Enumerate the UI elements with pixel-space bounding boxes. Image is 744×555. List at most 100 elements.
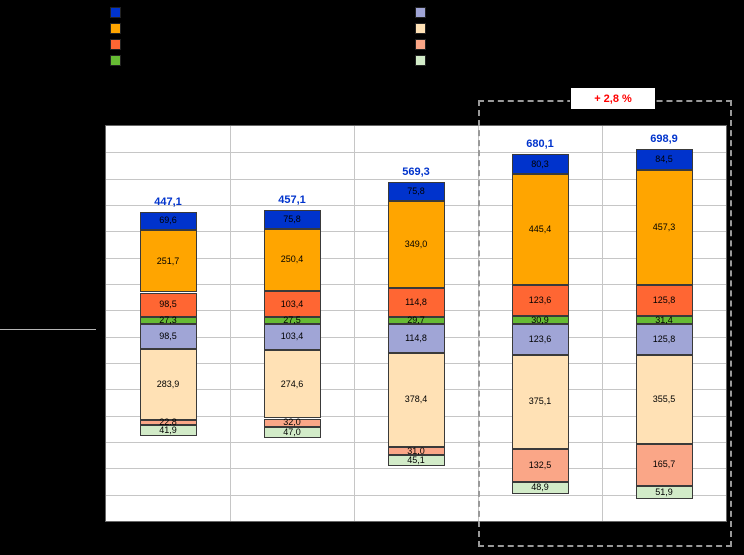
- segment-value-label: 45,1: [407, 455, 425, 466]
- segment-value-label: 103,4: [280, 331, 304, 342]
- bar-segment-pale-green: 45,1: [387, 455, 445, 467]
- segment-value-label: 41,9: [159, 425, 177, 436]
- segment-value-label: 274,6: [280, 378, 304, 389]
- bar-total-label: 698,9: [650, 133, 678, 146]
- bar-segment-green: 30,9: [511, 314, 569, 325]
- legend-swatch-blue: [110, 7, 121, 18]
- segment-value-label: 30,9: [531, 314, 549, 325]
- segment-value-label: 355,5: [652, 394, 676, 405]
- bar-segment-red-orange: 114,8: [387, 287, 445, 317]
- change-badge: + 2,8 %: [570, 87, 656, 110]
- legend-swatch-lavender: [415, 7, 426, 18]
- segment-value-label: 48,9: [531, 482, 549, 493]
- bar-segment-salmon: 132,5: [511, 448, 569, 482]
- segment-value-label: 32,0: [283, 417, 301, 427]
- segment-value-label: 251,7: [156, 255, 180, 266]
- segment-value-label: 445,4: [528, 224, 552, 235]
- segment-value-label: 123,6: [528, 333, 552, 344]
- segment-value-label: 75,8: [283, 213, 301, 224]
- segment-value-label: 250,4: [280, 254, 304, 265]
- segment-value-label: 98,5: [159, 330, 177, 341]
- legend-swatch-peach: [415, 23, 426, 34]
- segment-value-label: 27,5: [283, 315, 301, 326]
- bar-segment-salmon: 31,0: [387, 445, 445, 456]
- segment-value-label: 31,0: [407, 445, 425, 456]
- segment-value-label: 114,8: [405, 296, 427, 307]
- legend-swatch-pale-green: [415, 55, 426, 66]
- axis-tick-line: [0, 329, 96, 330]
- bar-segment-green: 29,7: [387, 314, 445, 325]
- bar-segment-green: 27,5: [263, 315, 321, 326]
- legend-swatch-orange: [110, 23, 121, 34]
- legend-swatch-red-orange: [110, 39, 121, 50]
- bar-segment-red-orange: 123,6: [511, 285, 569, 317]
- segment-value-label: 123,6: [528, 295, 552, 306]
- plot-area: 447,1 69,6 251,7 98,5 27,3 98,5 283,9 22,8 41,9 4…: [105, 125, 727, 522]
- legend-group-upper: [110, 7, 121, 66]
- bar-segment-blue: 75,8: [387, 181, 445, 201]
- bar-segment-red-orange: 98,5: [139, 292, 197, 318]
- legend-swatch-green: [110, 55, 121, 66]
- segment-value-label: 75,8: [407, 185, 425, 196]
- bar-segment-lavender: 125,8: [635, 324, 693, 356]
- bar-segment-red-orange: 125,8: [635, 284, 693, 317]
- bar-segment-orange: 251,7: [139, 229, 197, 293]
- segment-value-label: 125,8: [652, 294, 676, 305]
- gridline-vertical: [602, 126, 603, 521]
- gridline-vertical: [230, 126, 231, 521]
- segment-value-label: 29,7: [407, 314, 425, 325]
- change-badge-label: + 2,8 %: [594, 92, 632, 105]
- segment-value-label: 22,8: [159, 416, 177, 427]
- segment-value-label: 283,9: [156, 378, 180, 389]
- segment-value-label: 51,9: [655, 486, 673, 497]
- bar-segment-salmon: 22,8: [139, 416, 197, 427]
- segment-value-label: 378,4: [404, 394, 428, 405]
- bar-segment-lavender: 123,6: [511, 324, 569, 355]
- bar-segment-orange: 349,0: [387, 200, 445, 288]
- gridline-horizontal: [106, 494, 726, 496]
- segment-value-label: 349,0: [404, 238, 428, 249]
- bar-segment-salmon: 32,0: [263, 417, 321, 427]
- bar-total-label: 680,1: [526, 138, 554, 150]
- segment-value-label: 375,1: [528, 396, 552, 407]
- bar-segment-peach: 283,9: [139, 348, 197, 420]
- bar-segment-peach: 378,4: [387, 352, 445, 448]
- segment-value-label: 27,3: [159, 315, 177, 326]
- bar-segment-lavender: 98,5: [139, 324, 197, 349]
- bar-segment-orange: 250,4: [263, 228, 321, 292]
- bar-total-label: 447,1: [154, 196, 182, 209]
- gridline-horizontal: [106, 152, 726, 154]
- bar-segment-blue: 80,3: [511, 154, 569, 175]
- bar-segment-pale-green: 48,9: [511, 481, 569, 494]
- bar-segment-blue: 69,6: [139, 212, 197, 230]
- bar-segment-blue: 84,5: [635, 149, 693, 171]
- bar-segment-orange: 457,3: [635, 170, 693, 285]
- segment-value-label: 84,5: [655, 154, 673, 165]
- bar-segment-peach: 355,5: [635, 355, 693, 445]
- segment-value-label: 457,3: [652, 222, 676, 233]
- segment-value-label: 125,8: [652, 334, 676, 345]
- bar-segment-salmon: 165,7: [635, 444, 693, 486]
- segment-value-label: 80,3: [531, 158, 549, 169]
- gridline-horizontal: [106, 468, 726, 470]
- bar-segment-red-orange: 103,4: [263, 291, 321, 318]
- bar-segment-peach: 274,6: [263, 349, 321, 419]
- legend-group-lower: [415, 7, 426, 66]
- segment-value-label: 47,0: [283, 426, 301, 437]
- bar-segment-blue: 75,8: [263, 209, 321, 229]
- gridline-horizontal: [106, 178, 726, 180]
- bar-segment-pale-green: 51,9: [635, 485, 693, 499]
- highlight-box: [478, 100, 732, 547]
- segment-value-label: 165,7: [652, 459, 676, 470]
- bar-segment-lavender: 114,8: [387, 324, 445, 353]
- bar-segment-orange: 445,4: [511, 174, 569, 286]
- segment-value-label: 132,5: [528, 459, 552, 470]
- segment-value-label: 31,4: [655, 314, 673, 325]
- gridline-vertical: [354, 126, 355, 521]
- segment-value-label: 98,5: [159, 299, 177, 310]
- bar-segment-pale-green: 41,9: [139, 425, 197, 436]
- bar-segment-green: 27,3: [139, 315, 197, 326]
- bar-segment-pale-green: 47,0: [263, 426, 321, 439]
- bar-total-label: 457,1: [278, 193, 306, 206]
